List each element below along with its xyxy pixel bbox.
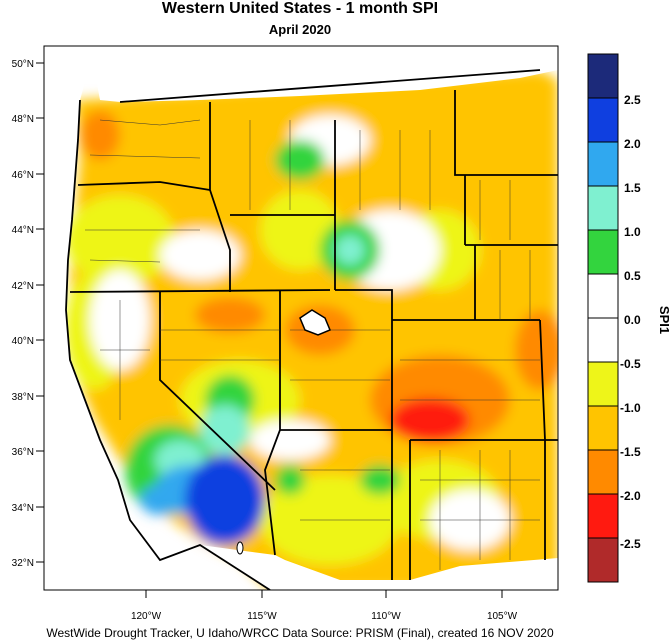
legend-swatch bbox=[587, 229, 619, 275]
lat-ticks bbox=[36, 62, 44, 563]
lat-label: 34°N bbox=[12, 503, 34, 514]
legend-swatch bbox=[587, 141, 619, 187]
lat-label: 46°N bbox=[12, 170, 34, 181]
spi-map bbox=[44, 46, 558, 590]
lon-label: 110°W bbox=[371, 611, 401, 622]
map-frame bbox=[43, 45, 559, 591]
legend-tick: -1.5 bbox=[620, 445, 641, 459]
legend-swatch bbox=[587, 317, 619, 363]
legend-tick: 1.5 bbox=[624, 181, 641, 195]
lon-label: 105°W bbox=[487, 611, 518, 622]
lat-labels: 50°N 48°N 46°N 44°N 42°N 40°N 38°N 36°N … bbox=[12, 59, 34, 569]
legend-tick: 2.0 bbox=[624, 137, 641, 151]
legend-swatch bbox=[587, 449, 619, 495]
credit-line: WestWide Drought Tracker, U Idaho/WRCC D… bbox=[46, 626, 554, 640]
lat-label: 48°N bbox=[12, 114, 34, 125]
lat-label: 44°N bbox=[12, 225, 34, 236]
legend-swatch bbox=[587, 273, 619, 319]
legend-swatch bbox=[587, 97, 619, 143]
lon-ticks bbox=[145, 590, 503, 598]
county-boundaries bbox=[85, 119, 540, 570]
legend-tick: -1.0 bbox=[620, 401, 641, 415]
legend-label: SPI1 bbox=[657, 306, 670, 334]
lat-label: 38°N bbox=[12, 392, 34, 403]
spi-legend bbox=[587, 53, 619, 583]
lat-label: 50°N bbox=[12, 59, 34, 70]
legend-swatch bbox=[587, 185, 619, 231]
salton-sea bbox=[236, 541, 244, 555]
legend-tick: 1.0 bbox=[624, 225, 641, 239]
legend-tick: -2.0 bbox=[620, 489, 641, 503]
lat-label: 40°N bbox=[12, 336, 34, 347]
legend-ticks: 2.5 2.0 1.5 1.0 0.5 0.0 -0.5 -1.0 -1.5 -… bbox=[620, 93, 641, 551]
lat-label: 32°N bbox=[12, 558, 34, 569]
legend-swatch bbox=[587, 405, 619, 451]
great-salt-lake bbox=[299, 309, 331, 336]
lon-labels: 120°W 115°W 110°W 105°W bbox=[131, 611, 518, 622]
lat-label: 42°N bbox=[12, 281, 34, 292]
legend-swatch bbox=[587, 537, 619, 583]
lon-label: 115°W bbox=[247, 611, 277, 622]
legend-swatch bbox=[587, 493, 619, 539]
legend-tick: -0.5 bbox=[620, 357, 641, 371]
state-boundaries bbox=[65, 69, 558, 590]
lon-label: 120°W bbox=[131, 611, 162, 622]
map-title: Western United States - 1 month SPI bbox=[161, 0, 439, 17]
legend-swatch bbox=[587, 361, 619, 407]
lat-label: 36°N bbox=[12, 447, 34, 458]
legend-tick: 0.0 bbox=[624, 313, 641, 327]
map-subtitle: April 2020 bbox=[268, 22, 332, 37]
legend-tick: 2.5 bbox=[624, 93, 641, 107]
legend-swatch bbox=[587, 53, 619, 99]
legend-tick: 0.5 bbox=[624, 269, 641, 283]
legend-tick: -2.5 bbox=[620, 537, 641, 551]
